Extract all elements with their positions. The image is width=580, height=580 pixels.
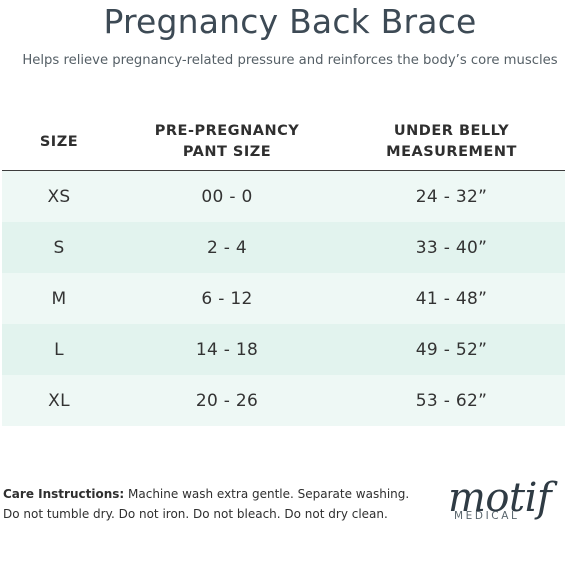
brand-logo: motif MEDICAL <box>448 478 568 534</box>
table-row: M 6 - 12 41 - 48” <box>2 273 565 324</box>
cell-under-belly: 53 - 62” <box>415 390 488 411</box>
cell-size: XL <box>48 390 70 411</box>
page-title: Pregnancy Back Brace <box>103 2 477 41</box>
table-row: XS 00 - 0 24 - 32” <box>2 171 565 222</box>
header-pant-size-line2: PANT SIZE <box>182 144 272 160</box>
care-text-2: Do not tumble dry. Do not iron. Do not b… <box>3 507 388 521</box>
cell-under-belly: 33 - 40” <box>415 237 488 258</box>
table-row: S 2 - 4 33 - 40” <box>2 222 565 273</box>
size-chart-table: SIZE PRE-PREGNANCY PANT SIZE UNDER BELLY… <box>2 114 565 426</box>
header-size-label: SIZE <box>39 133 79 150</box>
header-under-belly: UNDER BELLY MEASUREMENT <box>338 121 565 163</box>
care-instructions: Care Instructions: Machine wash extra ge… <box>3 484 409 524</box>
cell-size: XS <box>47 186 71 207</box>
cell-pant-size: 00 - 0 <box>201 186 253 207</box>
cell-under-belly: 41 - 48” <box>415 288 488 309</box>
logo-subtext: MEDICAL <box>454 510 520 522</box>
cell-size: M <box>51 288 67 309</box>
cell-under-belly: 24 - 32” <box>415 186 488 207</box>
care-label: Care Instructions: <box>3 487 125 501</box>
care-text-1: Machine wash extra gentle. Separate wash… <box>128 487 410 501</box>
cell-pant-size: 14 - 18 <box>195 339 259 360</box>
table-body: XS 00 - 0 24 - 32” S 2 - 4 33 - 40” M 6 … <box>2 171 565 426</box>
cell-pant-size: 20 - 26 <box>195 390 259 411</box>
table-row: XL 20 - 26 53 - 62” <box>2 375 565 426</box>
care-line-1: Care Instructions: Machine wash extra ge… <box>3 484 409 504</box>
header-under-belly-line1: UNDER BELLY <box>393 123 510 139</box>
table-header: SIZE PRE-PREGNANCY PANT SIZE UNDER BELLY… <box>2 114 565 171</box>
header-pant-size-line1: PRE-PREGNANCY <box>154 123 300 139</box>
table-row: L 14 - 18 49 - 52” <box>2 324 565 375</box>
header-under-belly-line2: MEASUREMENT <box>386 144 517 160</box>
cell-size: S <box>53 237 65 258</box>
cell-size: L <box>54 339 64 360</box>
page-subtitle: Helps relieve pregnancy-related pressure… <box>22 53 558 68</box>
header-pant-size: PRE-PREGNANCY PANT SIZE <box>116 121 338 163</box>
logo-wordmark: motif <box>448 475 552 521</box>
cell-pant-size: 2 - 4 <box>206 237 248 258</box>
header-size: SIZE <box>2 132 116 153</box>
cell-pant-size: 6 - 12 <box>201 288 253 309</box>
cell-under-belly: 49 - 52” <box>415 339 488 360</box>
